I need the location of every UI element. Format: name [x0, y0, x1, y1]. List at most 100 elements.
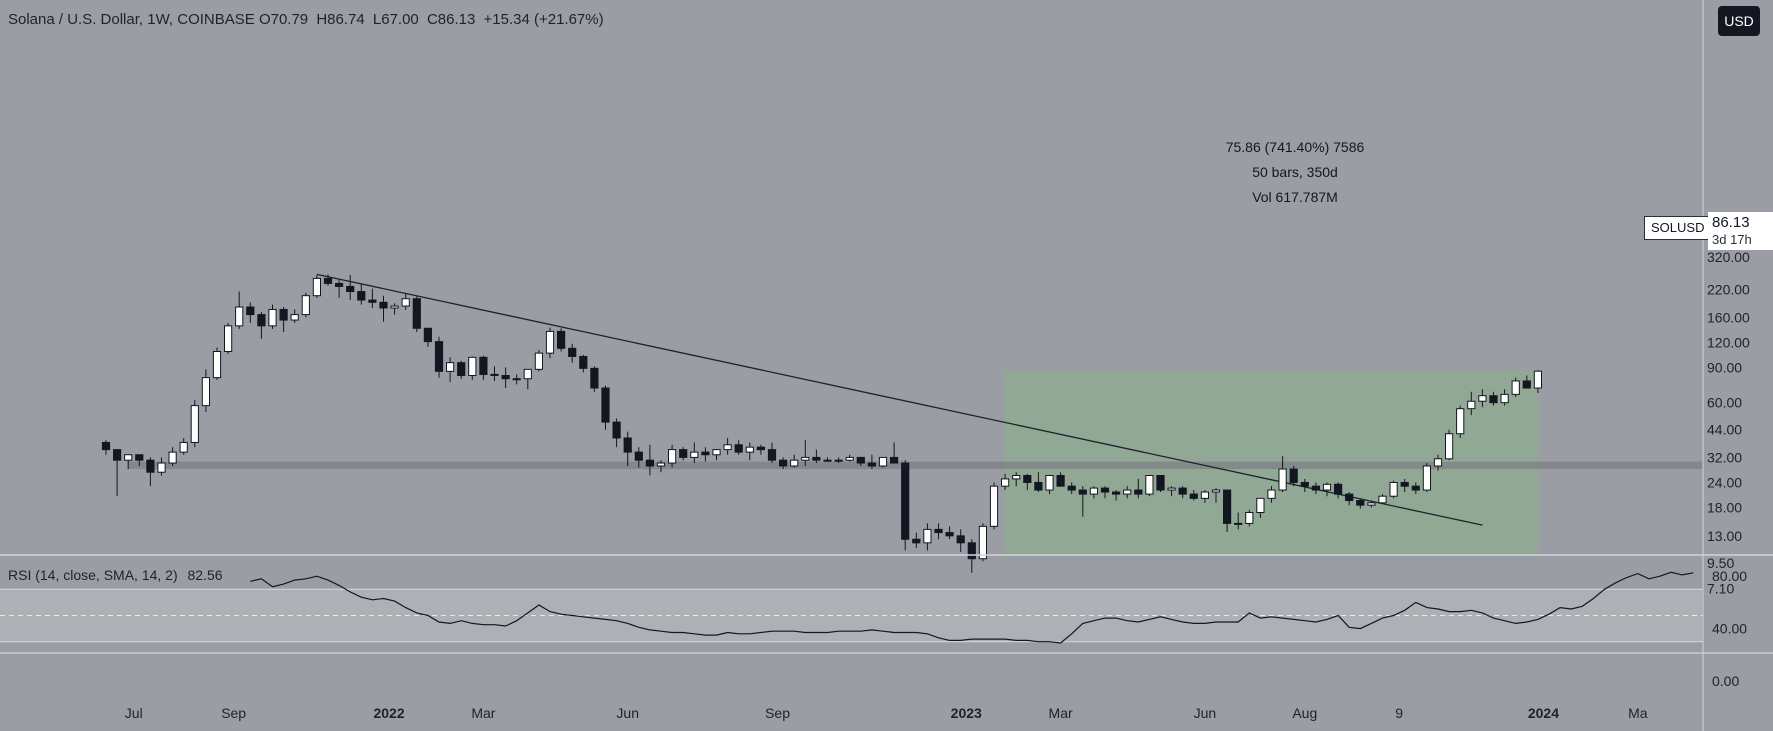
candle-body: [845, 456, 854, 461]
rsi-line: [250, 571, 1694, 644]
candle: [845, 454, 854, 462]
candle-body: [113, 449, 122, 461]
currency-button[interactable]: USD: [1718, 6, 1760, 36]
candle: [157, 457, 166, 476]
time-tick-label: 9: [1395, 705, 1403, 721]
candle: [812, 449, 821, 464]
price-tick-label: 60.00: [1707, 395, 1742, 411]
candle: [1289, 465, 1298, 487]
candle-body: [212, 350, 222, 379]
candle: [468, 356, 477, 380]
candle-body: [923, 528, 932, 544]
candle: [357, 283, 366, 305]
candle: [568, 343, 577, 363]
candle-body: [457, 362, 466, 376]
price-tick-label: 9.50: [1707, 555, 1734, 571]
candle: [590, 366, 599, 392]
candle: [512, 374, 521, 385]
trendline: [316, 273, 1483, 526]
candle: [224, 322, 233, 354]
symbol-tag: SOLUSD: [1644, 216, 1712, 240]
candle-body: [645, 459, 654, 467]
candle: [268, 304, 277, 329]
candle: [1500, 389, 1509, 406]
candle: [1112, 490, 1121, 501]
candle-body: [590, 367, 599, 389]
candle-body: [701, 451, 710, 456]
candle-body: [1234, 522, 1243, 525]
candle: [1100, 486, 1110, 499]
candle-body: [790, 459, 799, 467]
candle-body: [312, 277, 321, 297]
candle: [390, 303, 399, 315]
candle: [346, 274, 355, 301]
candle-body: [1012, 474, 1021, 480]
candle: [1145, 474, 1154, 497]
candle-body: [1267, 489, 1276, 499]
candle: [523, 368, 532, 390]
candle-body: [1400, 481, 1409, 487]
candle-body: [656, 462, 666, 467]
candle-body: [1411, 485, 1420, 491]
candle-body: [1023, 474, 1032, 483]
candle-body: [834, 459, 843, 462]
candle-body: [1200, 491, 1210, 499]
candle-body: [246, 306, 255, 316]
candle-body: [534, 352, 543, 370]
candle-body: [978, 525, 987, 560]
candle-body: [412, 298, 421, 329]
candle: [623, 431, 632, 466]
candle: [668, 444, 677, 468]
candle: [967, 539, 976, 573]
candle-body: [1100, 487, 1110, 493]
candle-body: [290, 314, 299, 321]
candle: [279, 307, 288, 333]
candle: [1156, 474, 1165, 493]
candle: [246, 302, 255, 323]
measure-change: 75.86 (741.40%) 7586: [1225, 139, 1365, 155]
candle-body: [1378, 495, 1387, 504]
candle: [412, 296, 421, 333]
candle-body: [335, 282, 344, 287]
candle-body: [557, 330, 566, 349]
candle-body: [1056, 474, 1065, 487]
candle-body: [723, 444, 732, 451]
candle-body: [1522, 380, 1531, 389]
price-tick-label: 160.00: [1707, 309, 1750, 325]
candle-body: [867, 462, 876, 467]
candle: [1067, 482, 1076, 495]
candle-body: [934, 528, 943, 534]
candle-body: [690, 451, 699, 458]
candle: [1322, 482, 1332, 497]
candle-body: [1223, 489, 1232, 524]
candle-body: [1289, 468, 1298, 483]
candle-body: [679, 449, 688, 458]
candle: [1012, 472, 1021, 487]
time-tick-label: 2022: [373, 705, 404, 721]
candle-body: [157, 462, 166, 473]
time-tick-label: 2024: [1528, 705, 1559, 721]
candle: [1378, 494, 1387, 504]
candle-body: [1278, 468, 1287, 491]
rsi-tick-label: 40.00: [1712, 621, 1747, 637]
candle-body: [1456, 408, 1465, 435]
candle: [124, 454, 133, 470]
candle-body: [1389, 481, 1398, 497]
candle: [1078, 486, 1087, 517]
change-value: +15.34 (+21.67%): [483, 11, 604, 28]
candle-body: [967, 542, 976, 560]
candle: [701, 447, 710, 462]
symbol-title: Solana / U.S. Dollar, 1W, COINBASE: [8, 11, 255, 28]
price-tick-label: 32.00: [1707, 449, 1742, 465]
candle-body: [767, 449, 777, 461]
candle: [645, 444, 654, 476]
candle-body: [423, 327, 432, 343]
candle: [290, 309, 299, 323]
candle: [1400, 478, 1409, 493]
candle-body: [146, 459, 155, 473]
price-tick-label: 13.00: [1707, 528, 1742, 544]
candle: [1367, 500, 1376, 508]
candle-body: [1422, 465, 1432, 491]
candle-body: [945, 532, 954, 537]
